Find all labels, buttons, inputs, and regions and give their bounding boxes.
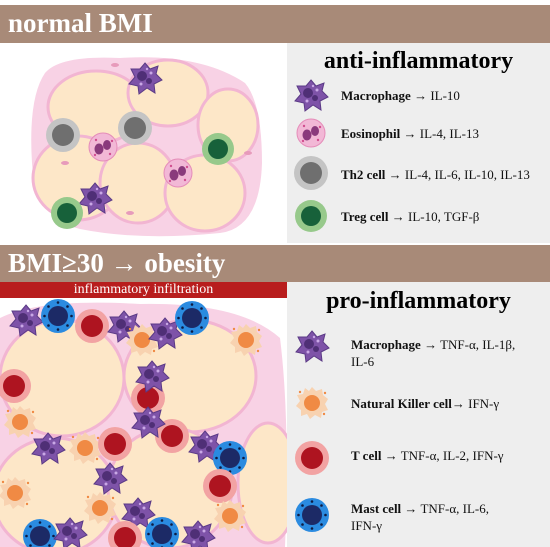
inflammatory-infiltration-label: inflammatory infiltration [73,282,214,297]
macrophage-icon [294,79,329,112]
legend-item-mast-cell: Mast cell → TNF-α, IL-6, IFN-γ [351,501,489,533]
legend-item-t-cell: T cell → TNF-α, IL-2, IFN-γ [351,448,504,463]
legend-item-natural-killer-cell: Natural Killer cell→ IFN-γ [351,396,500,411]
healthy-adipose-tissue-illustration [31,57,262,237]
legend-item-eosinophil: Eosinophil → IL-4, IL-13 [341,126,479,141]
obese-adipose-tissue-illustration [0,299,287,547]
t-cell-icon [295,441,329,475]
legend-item-macrophage: Macrophage → IL-10 [341,88,460,103]
pro-inflammatory-panel [287,282,550,547]
th2-cell-icon [294,156,328,190]
pro-inflammatory-legend-icons [295,330,330,532]
anti-inflammatory-heading: anti-inflammatory [323,48,514,74]
inflammatory-infiltration-bar: inflammatory infiltration [0,282,287,298]
treg-cell-icon [295,200,327,232]
mast-cell-icon [295,498,329,532]
anti-inflammatory-panel [287,43,550,243]
nk-cell-icon [296,387,328,419]
obesity-title: BMI≥30 → obesity [8,248,226,278]
eosinophil-icon [296,118,326,148]
normal-bmi-title: normal BMI [8,8,153,38]
normal-bmi-banner: normal BMI [0,5,550,43]
macrophage-icon [295,330,330,363]
legend-item-th2-cell: Th2 cell → IL-4, IL-6, IL-10, IL-13 [341,167,530,182]
legend-item-macrophage-pro: Macrophage → TNF-α, IL-1β, IL-6 [351,337,516,369]
legend-item-treg-cell: Treg cell → IL-10, TGF-β [341,209,480,224]
obesity-banner: BMI≥30 → obesity [0,245,550,283]
pro-inflammatory-heading: pro-inflammatory [326,288,511,314]
anti-inflammatory-legend-icons [294,79,329,232]
